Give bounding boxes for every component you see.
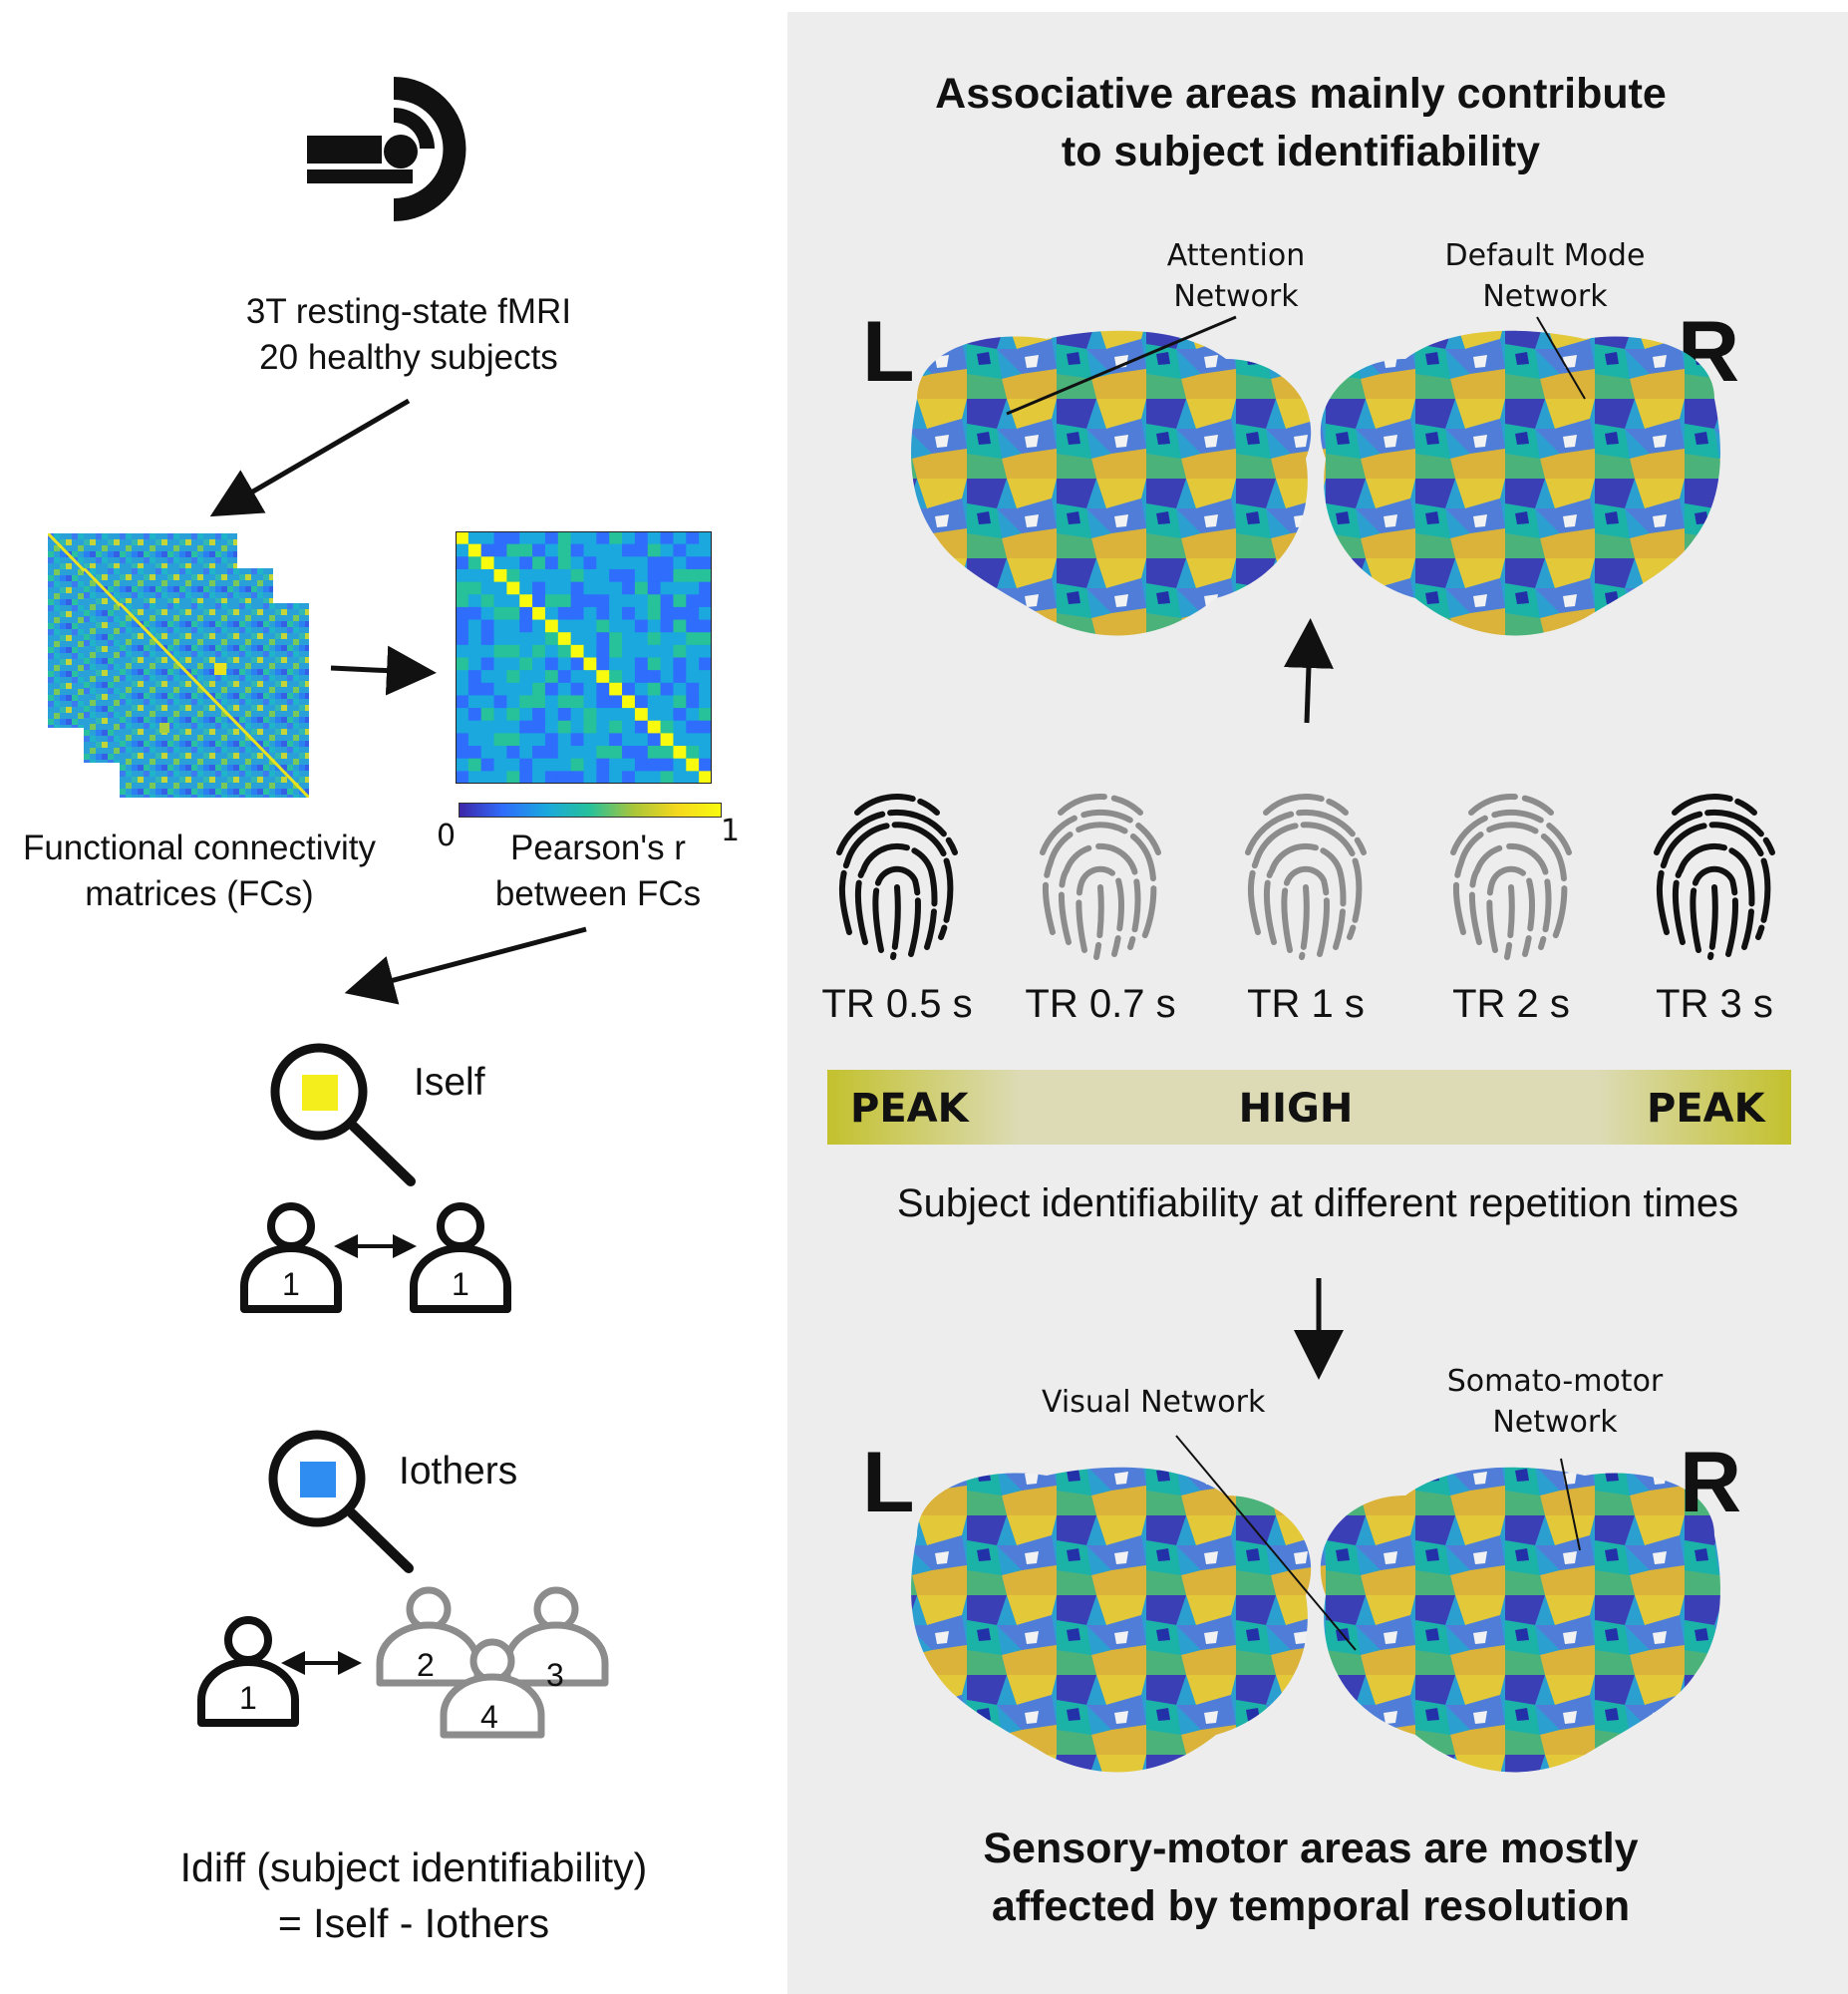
arrow-up-to-top-brains bbox=[1283, 618, 1334, 724]
left-arrows bbox=[209, 398, 587, 1675]
fc-matrix-stack bbox=[48, 533, 317, 798]
fingerprint-icon bbox=[836, 794, 958, 960]
bottom-heading-line2: affected by temporal resolution bbox=[991, 1882, 1631, 1930]
fingerprint-tr-label: TR 0.5 s bbox=[821, 982, 973, 1026]
top-heading-line2: to subject identifiability bbox=[1061, 128, 1541, 175]
top-right-brain bbox=[1320, 330, 1720, 636]
somato-motor-pointer bbox=[1560, 1458, 1581, 1551]
dmn-label-line2: Network bbox=[1482, 279, 1608, 314]
fingerprint-icon bbox=[1040, 794, 1161, 960]
iself-label: Iself bbox=[414, 1061, 485, 1104]
top-heading-line1: Associative areas mainly contribute bbox=[935, 70, 1667, 118]
identifiability-bar bbox=[827, 1070, 1791, 1145]
right-panel-graphics bbox=[827, 315, 1791, 1773]
idiff-line2: = Iself - Iothers bbox=[277, 1900, 550, 1946]
visual-network-pointer bbox=[1175, 1435, 1357, 1651]
fc-caption-line2: matrices (FCs) bbox=[85, 874, 314, 913]
attention-network-pointer bbox=[1006, 315, 1237, 416]
bottom-left-brain bbox=[911, 1467, 1312, 1773]
arrow-fc-to-pearson bbox=[330, 645, 437, 696]
fingerprint-tr-label: TR 3 s bbox=[1656, 982, 1773, 1026]
visual-network-label: Visual Network bbox=[1042, 1385, 1266, 1420]
idiff-line1: Idiff (subject identifiability) bbox=[179, 1844, 648, 1890]
attention-network-label-line1: Attention bbox=[1166, 238, 1306, 273]
bottom-right-hemisphere-letter: R bbox=[1680, 1435, 1742, 1530]
iself-subject-a-icon bbox=[240, 1202, 342, 1313]
fc-caption-line1: Functional connectivity bbox=[22, 829, 377, 867]
pearson-colorbar bbox=[459, 803, 722, 818]
colorbar-max-label: 1 bbox=[721, 814, 741, 848]
pearson-matrix bbox=[456, 531, 712, 784]
bottom-heading-line1: Sensory-motor areas are mostly bbox=[983, 1825, 1639, 1872]
pearson-caption-line2: between FCs bbox=[494, 874, 702, 913]
iothers-label: Iothers bbox=[399, 1450, 518, 1493]
colorbar-min-label: 0 bbox=[437, 819, 457, 853]
arrow-pearson-to-iself bbox=[344, 926, 587, 1005]
mri-caption-line1: 3T resting-state fMRI bbox=[245, 292, 572, 331]
other-subject-2-number: 2 bbox=[417, 1647, 435, 1683]
top-left-hemisphere-letter: L bbox=[862, 304, 915, 400]
fingerprint-tr-label: TR 1 s bbox=[1247, 982, 1365, 1026]
iothers-subject-main-number: 1 bbox=[239, 1680, 257, 1716]
other-subject-3-number: 3 bbox=[546, 1657, 564, 1693]
dmn-label-line1: Default Mode bbox=[1444, 238, 1646, 273]
fc-matrix-front bbox=[120, 603, 309, 798]
bottom-right-brain bbox=[1320, 1467, 1720, 1773]
bar-middle-label: HIGH bbox=[1238, 1086, 1354, 1132]
arrow-mri-to-fc bbox=[209, 398, 411, 517]
iself-subject-b-number: 1 bbox=[452, 1266, 469, 1302]
fingerprint-icon bbox=[1245, 794, 1367, 960]
iothers-magnifier-icon bbox=[268, 1430, 414, 1573]
top-left-brain bbox=[911, 330, 1312, 636]
iothers-subject-main-icon bbox=[197, 1616, 299, 1727]
iself-magnifier-icon bbox=[270, 1043, 416, 1186]
fingerprint-tr-label: TR 0.7 s bbox=[1025, 982, 1176, 1026]
bar-right-label: PEAK bbox=[1647, 1086, 1765, 1132]
pearson-caption-line1: Pearson's r bbox=[510, 829, 686, 867]
dmn-pointer bbox=[1536, 316, 1586, 400]
fingerprint-tr-label: TR 2 s bbox=[1452, 982, 1570, 1026]
somato-motor-label-line2: Network bbox=[1492, 1405, 1618, 1440]
bar-left-label: PEAK bbox=[850, 1086, 969, 1132]
mri-caption-line2: 20 healthy subjects bbox=[259, 338, 558, 377]
iself-subject-b-icon bbox=[410, 1202, 511, 1313]
iself-subject-a-number: 1 bbox=[282, 1266, 300, 1302]
bottom-left-hemisphere-letter: L bbox=[862, 1435, 915, 1530]
fingerprint-icon bbox=[1654, 794, 1775, 960]
fingerprint-icon bbox=[1450, 794, 1572, 960]
bar-caption: Subject identifiability at different rep… bbox=[896, 1181, 1739, 1225]
other-subjects-group-icon bbox=[376, 1586, 609, 1739]
attention-network-label-line2: Network bbox=[1173, 279, 1299, 314]
other-subject-4-number: 4 bbox=[480, 1699, 498, 1735]
mri-scanner-icon bbox=[299, 62, 508, 236]
somato-motor-label-line1: Somato-motor bbox=[1446, 1364, 1664, 1399]
